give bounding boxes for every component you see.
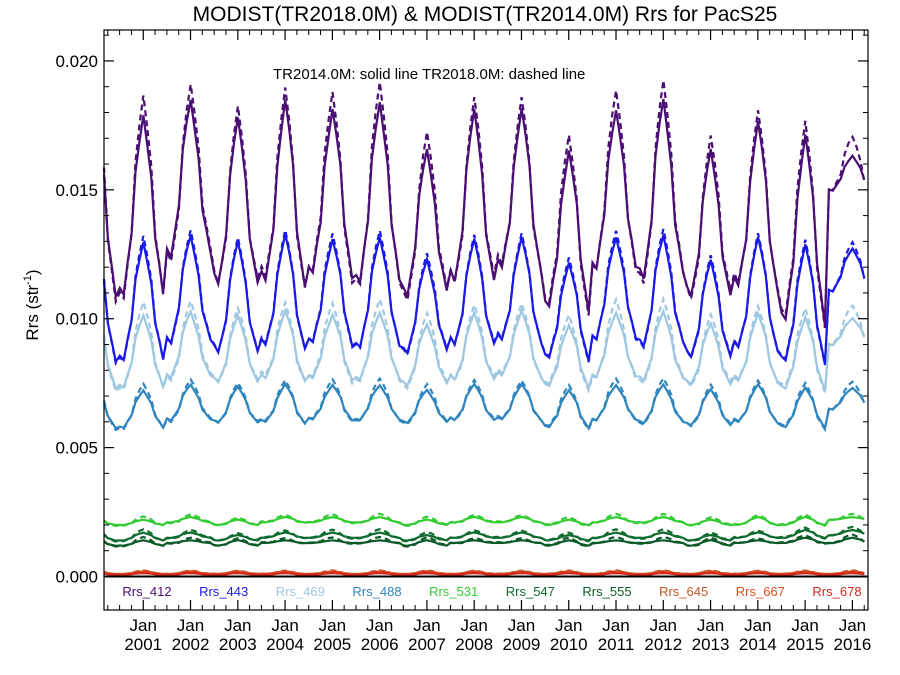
x-tick-month-label: Jan (271, 616, 298, 635)
chart-title: MODIST(TR2018.0M) & MODIST(TR2014.0M) Rr… (193, 3, 778, 26)
series-dashed-rrs-531 (103, 512, 865, 528)
x-tick-month-label: Jan (319, 616, 346, 635)
x-tick-year-label: 2013 (692, 635, 730, 654)
x-tick-year-label: 2004 (266, 635, 304, 654)
x-tick-year-label: 2005 (313, 635, 351, 654)
x-tick-month-label: Jan (224, 616, 251, 635)
legend-item-rrs-678: Rrs_678 (812, 584, 861, 599)
x-tick-month-label: Jan (555, 616, 582, 635)
legend-item-rrs-667: Rrs_667 (736, 584, 785, 599)
x-tick-month-label: Jan (602, 616, 629, 635)
legend-item-rrs-555: Rrs_555 (582, 584, 631, 599)
x-tick-month-label: Jan (460, 616, 487, 635)
y-axis-label: Rrs (str-1) (22, 269, 42, 340)
x-tick-month-label: Jan (366, 616, 393, 635)
legend-item-rrs-531: Rrs_531 (429, 584, 478, 599)
x-tick-year-label: 2003 (219, 635, 257, 654)
axes: 0.0000.0050.0100.0150.020Jan2001Jan2002J… (55, 30, 871, 654)
x-tick-month-label: Jan (791, 616, 818, 635)
legend-item-rrs-488: Rrs_488 (352, 584, 401, 599)
x-tick-year-label: 2012 (644, 635, 682, 654)
legend-item-rrs-443: Rrs_443 (199, 584, 248, 599)
series-dashed-rrs-678 (103, 570, 865, 577)
x-tick-year-label: 2002 (172, 635, 210, 654)
legend-item-rrs-547: Rrs_547 (506, 584, 555, 599)
x-tick-year-label: 2011 (598, 635, 635, 654)
x-tick-year-label: 2015 (786, 635, 824, 654)
x-tick-month-label: Jan (839, 616, 866, 635)
x-tick-year-label: 2001 (124, 635, 162, 654)
x-tick-year-label: 2008 (455, 635, 493, 654)
y-tick-label: 0.015 (55, 181, 98, 200)
series-dashed-rrs-547 (103, 525, 866, 543)
line-style-annotation: TR2014.0M: solid line TR2018.0M: dashed … (273, 66, 585, 83)
x-tick-month-label: Jan (130, 616, 157, 635)
x-tick-year-label: 2016 (833, 635, 871, 654)
x-tick-year-label: 2014 (739, 635, 777, 654)
series-solid-rrs-555 (103, 536, 865, 547)
y-tick-label: 0.010 (55, 310, 98, 329)
x-tick-month-label: Jan (508, 616, 535, 635)
legend-item-rrs-469: Rrs_469 (276, 584, 325, 599)
y-tick-label: 0.020 (55, 52, 98, 71)
series-dashed-rrs-469 (102, 295, 866, 394)
series-dashed-rrs-443 (102, 228, 866, 367)
x-tick-year-label: 2009 (503, 635, 541, 654)
x-tick-year-label: 2006 (361, 635, 399, 654)
legend: Rrs_412 Rrs_443 Rrs_469 Rrs_488 Rrs_531 Rrs_5… (122, 584, 861, 599)
x-tick-month-label: Jan (413, 616, 440, 635)
legend-item-rrs-645: Rrs_645 (659, 584, 708, 599)
legend-item-rrs-412: Rrs_412 (122, 584, 171, 599)
x-tick-year-label: 2007 (408, 635, 446, 654)
x-tick-month-label: Jan (744, 616, 771, 635)
x-tick-year-label: 2010 (550, 635, 588, 654)
series-layer (102, 80, 866, 577)
y-axis-label-superscript: -1 (22, 275, 34, 285)
x-tick-month-label: Jan (177, 616, 204, 635)
series-dashed-rrs-488 (102, 376, 866, 433)
y-tick-label: 0.000 (55, 567, 98, 586)
x-tick-month-label: Jan (650, 616, 677, 635)
x-tick-month-label: Jan (697, 616, 724, 635)
y-tick-label: 0.005 (55, 439, 98, 458)
plot-frame (103, 29, 869, 611)
